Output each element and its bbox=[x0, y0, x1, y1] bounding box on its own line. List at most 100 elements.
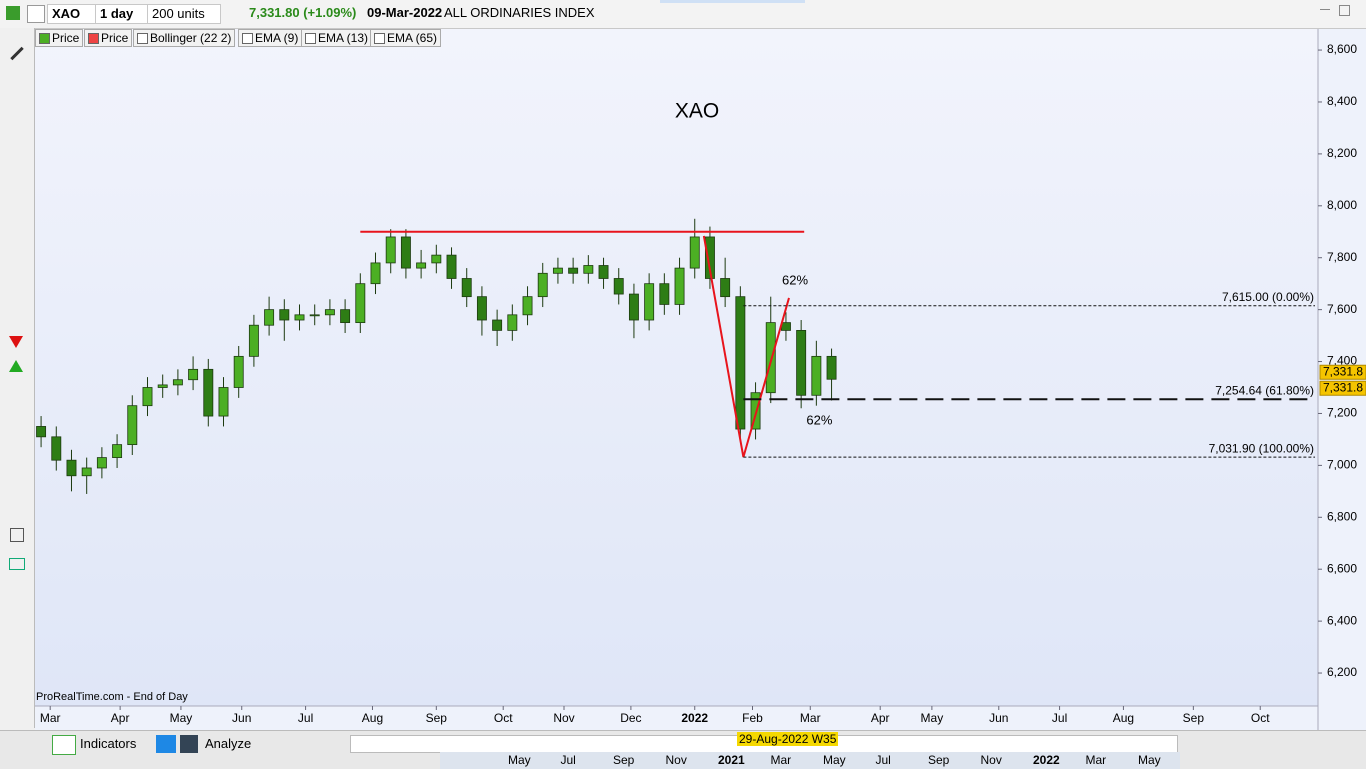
drawing-toolbar bbox=[0, 28, 35, 728]
x-tick-label: Oct bbox=[494, 711, 513, 725]
maximize[interactable] bbox=[1339, 5, 1350, 16]
candle-body bbox=[81, 467, 92, 477]
fib-label: 7,031.90 (100.00%) bbox=[1209, 441, 1314, 455]
candle-body bbox=[628, 293, 639, 321]
analyze-icon[interactable] bbox=[180, 735, 198, 753]
price-tag bbox=[1319, 380, 1366, 396]
period-dropdown[interactable]: 1 day bbox=[95, 4, 149, 24]
overview-tick: Mar bbox=[1085, 753, 1107, 767]
candle-body bbox=[796, 330, 807, 396]
pencil-tool[interactable] bbox=[10, 46, 24, 61]
rect-tool[interactable] bbox=[9, 558, 25, 570]
window-tab bbox=[660, 0, 805, 3]
candle-body bbox=[780, 322, 791, 331]
overview-tick: Sep bbox=[613, 753, 635, 767]
cursor-date: 29-Aug-2022 W35 bbox=[737, 732, 839, 746]
quote: 7,331.80 (+1.09%) bbox=[249, 5, 357, 20]
candle-body bbox=[704, 236, 715, 279]
overview-tick: 2022 bbox=[1033, 753, 1060, 767]
legend-chip[interactable]: EMA (65) bbox=[370, 29, 442, 47]
trash-tool[interactable] bbox=[10, 528, 24, 542]
candle-body bbox=[340, 309, 351, 324]
candle-body bbox=[492, 319, 503, 331]
candle-body bbox=[355, 283, 366, 324]
x-tick-label: Mar bbox=[800, 711, 821, 725]
indicators-icon[interactable] bbox=[52, 735, 76, 755]
candle-body bbox=[765, 322, 776, 394]
minimize[interactable] bbox=[1320, 9, 1330, 10]
legend-chip[interactable]: EMA (9) bbox=[238, 29, 303, 47]
legend-chip[interactable]: EMA (13) bbox=[301, 29, 373, 47]
x-tick-label: Jul bbox=[1052, 711, 1067, 725]
legend-chip[interactable]: Price bbox=[84, 29, 133, 47]
candle-body bbox=[826, 355, 837, 380]
legend-chip[interactable]: Bollinger (22 2) bbox=[133, 29, 236, 47]
x-tick-label: Mar bbox=[40, 711, 61, 725]
candle-body bbox=[294, 314, 305, 321]
y-tick-label: 7,000 bbox=[1327, 458, 1357, 472]
candle-body bbox=[583, 265, 594, 274]
candle-body bbox=[157, 384, 168, 388]
candle-body bbox=[811, 355, 822, 396]
overview-tick: Sep bbox=[928, 753, 950, 767]
overview-tick: Jul bbox=[875, 753, 891, 767]
candle-body bbox=[203, 368, 214, 417]
chart-title: XAO bbox=[675, 100, 719, 123]
y-tick-label: 8,000 bbox=[1327, 198, 1357, 212]
legend-label: EMA (13) bbox=[318, 31, 369, 45]
candle-body bbox=[51, 436, 62, 461]
legend-label: EMA (65) bbox=[387, 31, 438, 45]
y-tick-label: 7,600 bbox=[1327, 302, 1357, 316]
candle-body bbox=[461, 278, 472, 298]
legend-label: Bollinger (22 2) bbox=[150, 31, 232, 45]
x-tick-label: Aug bbox=[1113, 711, 1134, 725]
y-tick-label: 8,200 bbox=[1327, 146, 1357, 160]
symbol-dropdown[interactable]: XAO bbox=[47, 4, 97, 24]
sell-arrow[interactable] bbox=[9, 336, 23, 348]
candle-body bbox=[188, 368, 199, 381]
candle-body bbox=[431, 254, 442, 264]
share-icon[interactable] bbox=[156, 735, 176, 753]
candle-body bbox=[735, 296, 746, 430]
x-tick-label: Apr bbox=[871, 711, 890, 725]
candle-body bbox=[96, 457, 107, 469]
units-dropdown[interactable]: 200 units bbox=[147, 4, 221, 24]
overview-tick: Nov bbox=[980, 753, 1002, 767]
x-tick-label: Jun bbox=[989, 711, 1008, 725]
legend-label: Price bbox=[101, 31, 129, 45]
link-icon[interactable] bbox=[27, 5, 45, 23]
source-label: ProRealTime.com - End of Day bbox=[36, 691, 188, 703]
legend-chip[interactable]: Price bbox=[35, 29, 84, 47]
x-tick-label: Apr bbox=[111, 711, 130, 725]
bottom-toolbar: Indicators Analyze May Jul Sep Nov 2021 Mar Ma… bbox=[0, 730, 1366, 769]
overview-tick: May bbox=[823, 753, 846, 767]
buy-arrow[interactable] bbox=[9, 360, 23, 372]
candle-body bbox=[416, 262, 427, 269]
plot-area bbox=[35, 28, 1318, 706]
candle-body bbox=[507, 314, 518, 331]
chart-icon[interactable] bbox=[6, 6, 20, 20]
candle-body bbox=[446, 254, 457, 279]
candle-body bbox=[142, 387, 153, 407]
candle-body bbox=[750, 392, 761, 430]
x-tick-label: May bbox=[170, 711, 193, 725]
price-tag-label: 7,331.8 bbox=[1323, 364, 1363, 378]
x-tick-label: May bbox=[921, 711, 944, 725]
overview-tick: May bbox=[1138, 753, 1161, 767]
candle-body bbox=[370, 262, 381, 285]
x-tick-label: Jul bbox=[298, 711, 313, 725]
analyze-button[interactable]: Analyze bbox=[205, 736, 252, 751]
y-tick-label: 6,800 bbox=[1327, 509, 1357, 523]
y-tick-label: 6,200 bbox=[1327, 665, 1357, 679]
fib-label: 7,615.00 (0.00%) bbox=[1222, 290, 1314, 304]
annotation: 62% bbox=[806, 413, 832, 428]
y-tick-label: 8,600 bbox=[1327, 42, 1357, 56]
indicators-button[interactable]: Indicators bbox=[80, 736, 137, 751]
candle-body bbox=[537, 272, 548, 298]
candle-body bbox=[522, 296, 533, 316]
candle-body bbox=[385, 236, 396, 264]
candle-body bbox=[689, 236, 700, 269]
overview-tick: May bbox=[508, 753, 531, 767]
y-tick-label: 7,200 bbox=[1327, 406, 1357, 420]
